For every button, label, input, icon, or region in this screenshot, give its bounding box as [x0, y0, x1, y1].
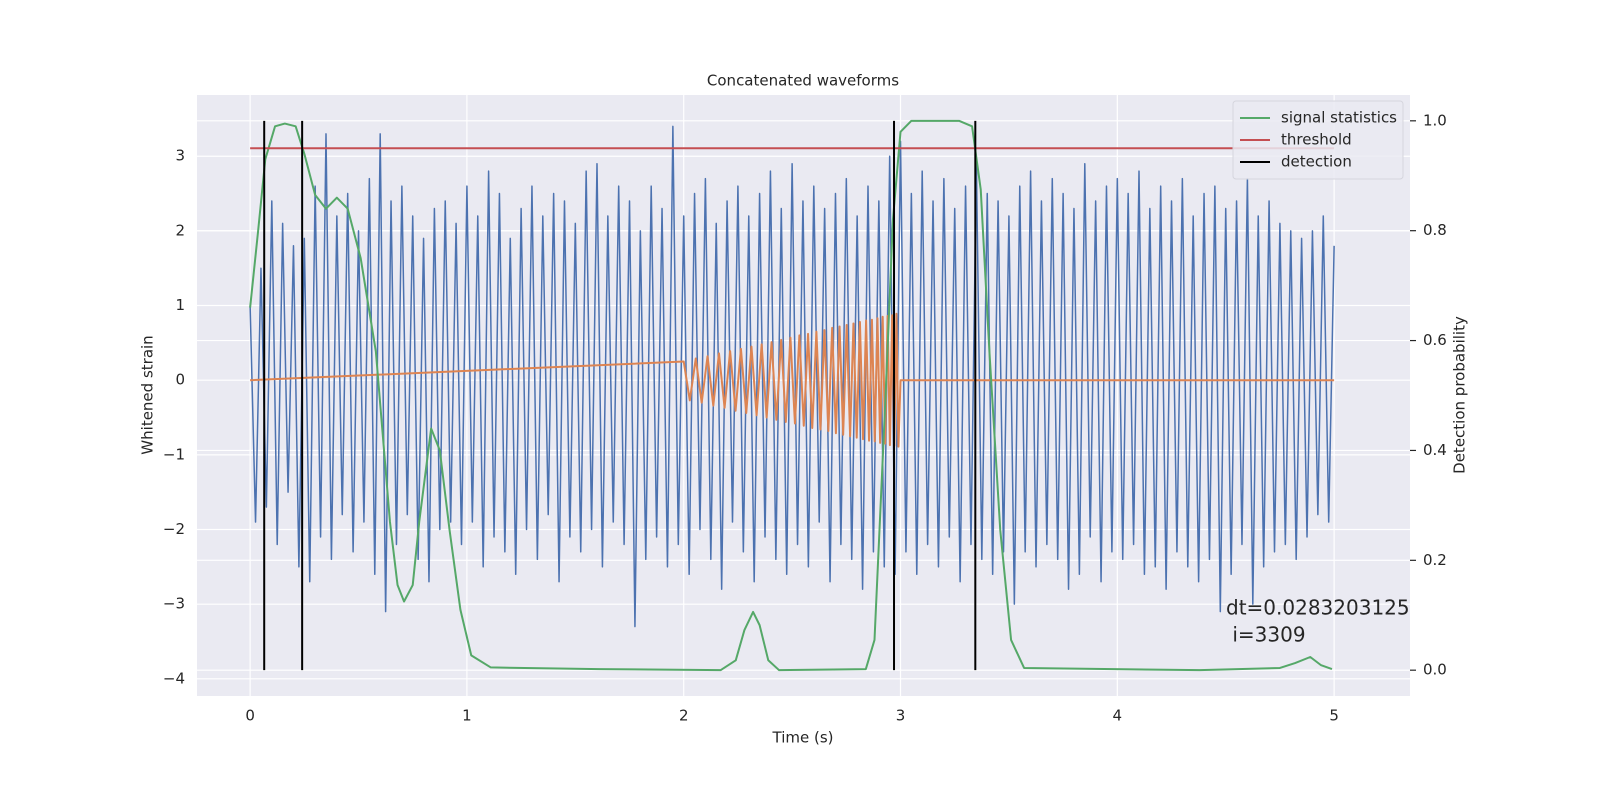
y-tick-label: −3	[163, 595, 185, 613]
y2-tick-label: 0.0	[1423, 661, 1447, 679]
x-tick-label: 1	[462, 707, 472, 725]
x-tick-label: 0	[245, 707, 255, 725]
labels: 0 1 2 3 4 5 −4 −3 −2 −1 0 1 2 3 0.0 0.2 0.4 0.6 0.8 1.0	[163, 111, 1447, 724]
x-tick-label: 3	[896, 707, 906, 725]
y2-tick-label: 0.4	[1423, 441, 1447, 459]
legend-label: detection	[1281, 153, 1352, 171]
legend-box	[1232, 100, 1404, 180]
chart-title: Concatenated waveforms	[707, 72, 899, 90]
x-tick-label: 4	[1113, 707, 1123, 725]
y-tick-label: 1	[175, 296, 185, 314]
y2-tick-label: 0.2	[1423, 551, 1447, 569]
y2-axis-label: Detection probability	[1451, 316, 1469, 474]
series-line	[249, 119, 1333, 672]
legend: signal statistics threshold detection	[1232, 100, 1404, 180]
series-line	[249, 125, 1335, 628]
annotation: i=3309	[1226, 623, 1306, 647]
series-line	[250, 312, 1335, 448]
y-tick-label: 0	[175, 371, 185, 389]
y2-tick-label: 0.8	[1423, 221, 1447, 239]
y-axis-label: Whitened strain	[139, 335, 157, 454]
y-tick-label: −2	[163, 520, 185, 538]
legend-label: signal statistics	[1281, 109, 1397, 127]
x-tick-label: 2	[679, 707, 689, 725]
annotation: dt=0.0283203125	[1226, 596, 1410, 620]
legend-label: threshold	[1281, 131, 1352, 149]
y-tick-label: 3	[175, 147, 185, 165]
x-tick-label: 5	[1329, 707, 1339, 725]
y2-tick-label: 1.0	[1423, 111, 1447, 129]
x-axis-label: Time (s)	[772, 729, 834, 747]
y2-tick-label: 0.6	[1423, 331, 1447, 349]
y-tick-label: −4	[163, 669, 185, 687]
y-tick-label: −1	[163, 445, 185, 463]
y-tick-label: 2	[175, 221, 185, 239]
marks	[249, 119, 1335, 672]
